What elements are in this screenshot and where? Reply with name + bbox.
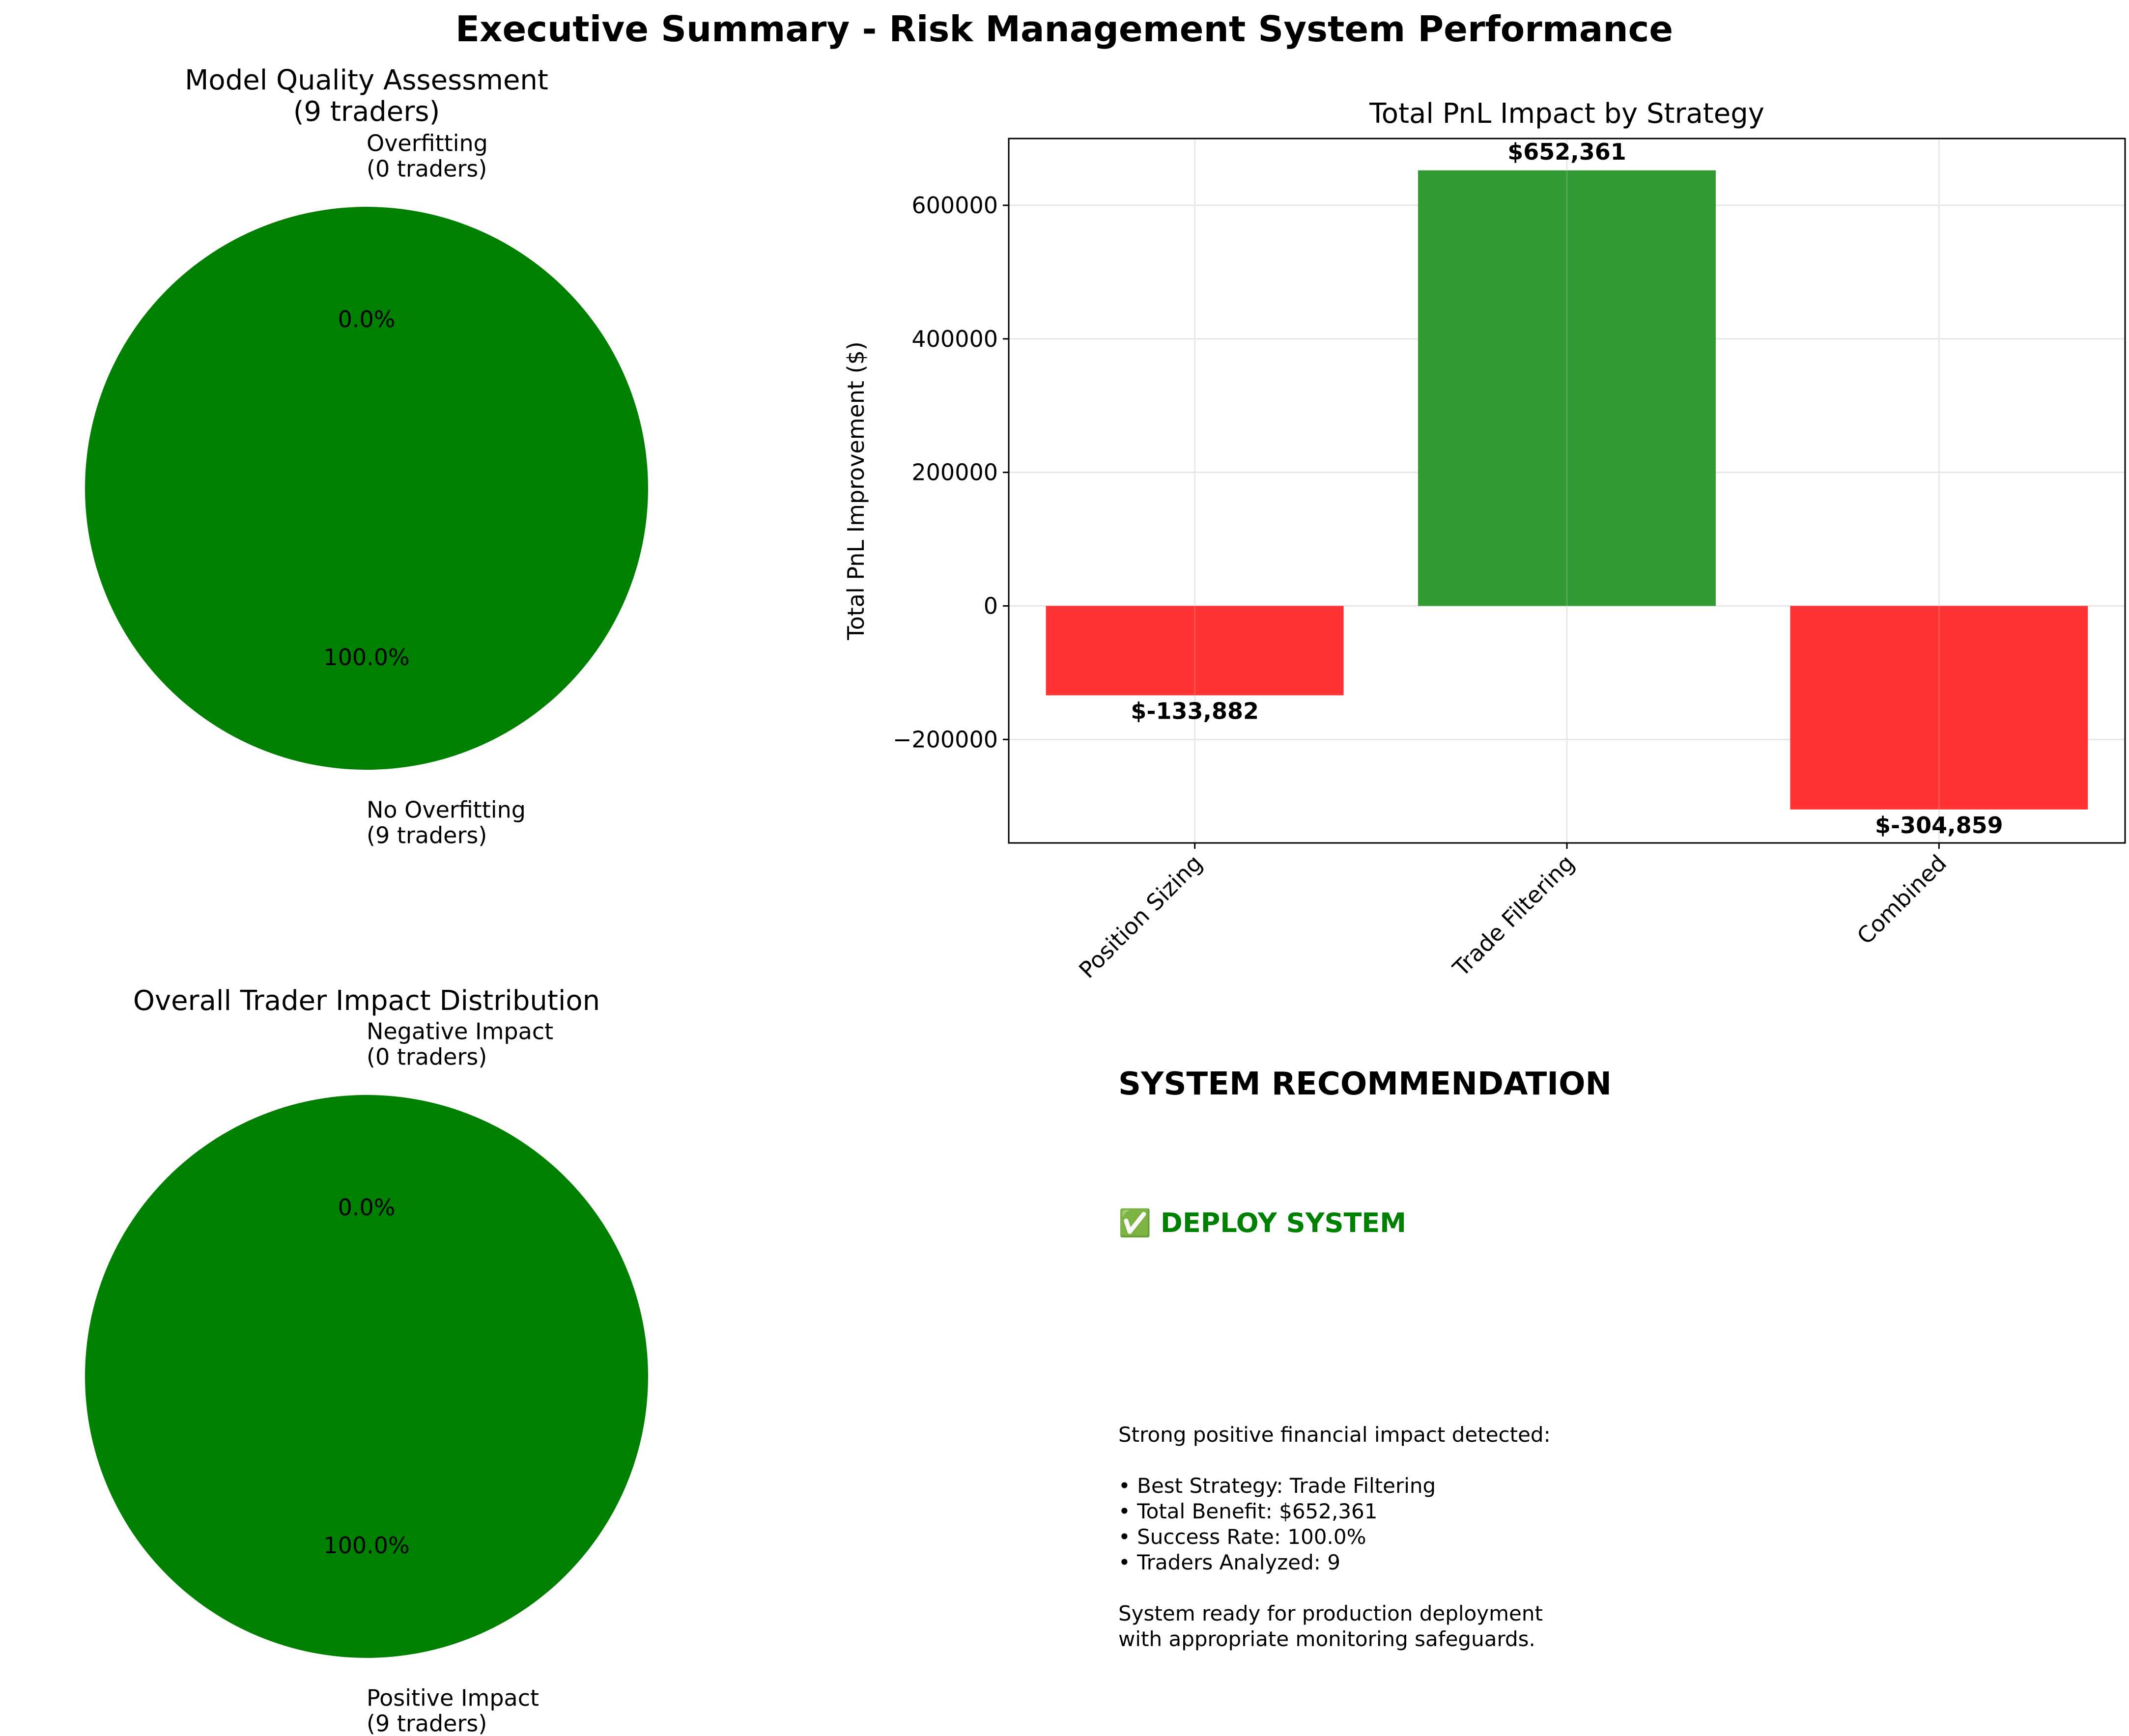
recommendation-line: • Best Strategy: Trade Filtering <box>1118 1474 1436 1498</box>
recommendation-line: • Success Rate: 100.0% <box>1118 1525 1366 1549</box>
pie-percent-label: 0.0% <box>338 1194 396 1221</box>
pie-percent-label: 100.0% <box>323 1532 409 1559</box>
y-tick-label: 400000 <box>911 326 998 352</box>
bar <box>1046 606 1344 696</box>
recommendation-line: with appropriate monitoring safeguards. <box>1118 1627 1535 1651</box>
pie-category-label: Overfitting (0 traders) <box>367 130 488 182</box>
pie-slice <box>85 1095 648 1658</box>
model-quality-pie-chart: Model Quality Assessment (9 traders) 0.0% O… <box>85 64 648 848</box>
y-tick-label: 0 <box>984 592 998 619</box>
recommendation-line <box>1118 1575 1551 1601</box>
pie-percent-label: 100.0% <box>323 644 409 671</box>
y-tick-label: 600000 <box>911 192 998 219</box>
recommendation-line: • Total Benefit: $652,361 <box>1118 1499 1378 1523</box>
y-axis-label: Total PnL Improvement ($) <box>843 341 869 641</box>
y-tick-label: −200000 <box>893 726 998 753</box>
bar <box>1790 606 2088 810</box>
recommendation-line: • Traders Analyzed: 9 <box>1118 1550 1340 1574</box>
pie-title: Model Quality Assessment (9 traders) <box>185 64 548 128</box>
y-tick-label: 200000 <box>911 459 998 486</box>
bar-value-label: $652,361 <box>1507 139 1626 165</box>
pie-category-label: Positive Impact (9 traders) <box>367 1684 539 1736</box>
pie-title: Overall Trader Impact Distribution <box>133 985 600 1017</box>
pie-percent-label: 0.0% <box>338 306 396 333</box>
pnl-impact-bar-chart: Total PnL Impact by Strategy −200000 0 2000… <box>843 98 2126 983</box>
pie-category-label: No Overfitting (9 traders) <box>367 796 526 848</box>
figure-title: Executive Summary - Risk Management Syst… <box>455 8 1673 50</box>
recommendation-line: System ready for production deployment <box>1118 1601 1543 1625</box>
trader-impact-pie-chart: Overall Trader Impact Distribution 0.0% Ne… <box>85 985 648 1736</box>
bar <box>1418 170 1716 606</box>
recommendation-line <box>1118 1448 1551 1473</box>
recommendation-line: Strong positive financial impact detecte… <box>1118 1423 1551 1447</box>
recommendation-status: ✅ DEPLOY SYSTEM <box>1118 1207 1407 1238</box>
x-tick-label: Position Sizing <box>1074 850 1207 983</box>
recommendation-title: SYSTEM RECOMMENDATION <box>1118 1066 1612 1102</box>
bar-value-label: $-133,882 <box>1131 698 1259 724</box>
bar-value-label: $-304,859 <box>1875 812 2003 839</box>
x-tick-label: Combined <box>1852 850 1952 950</box>
pie-slice <box>85 207 648 770</box>
x-tick-label: Trade Filtering <box>1448 850 1580 982</box>
bar-chart-title: Total PnL Impact by Strategy <box>1369 98 1764 130</box>
recommendation-details: Strong positive financial impact detecte… <box>1118 1422 1551 1652</box>
pie-category-label: Negative Impact (0 traders) <box>367 1018 553 1070</box>
